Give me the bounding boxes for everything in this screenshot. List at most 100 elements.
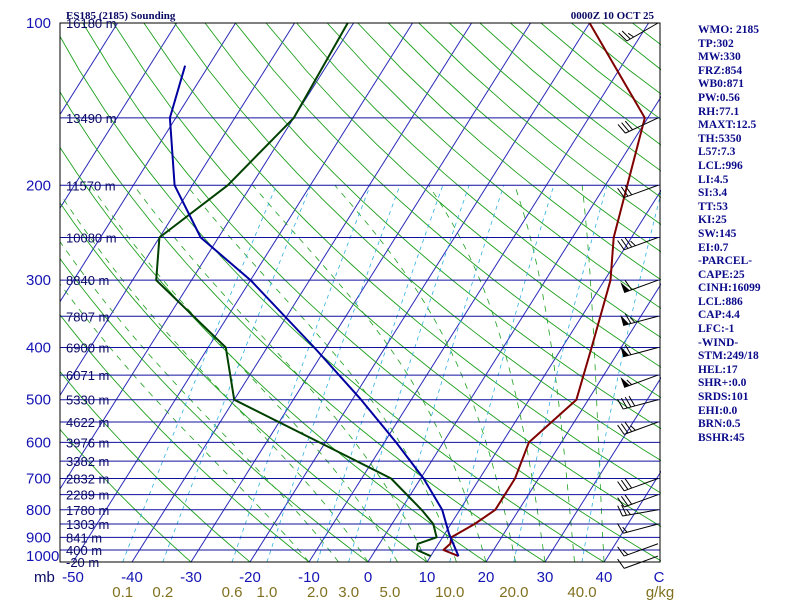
mixing-ratio-label: 20.0 <box>499 584 528 600</box>
mixing-ratio-label: 1.0 <box>257 584 278 600</box>
height-label: 2832 m <box>66 472 109 487</box>
wind-barb-feather <box>626 508 631 515</box>
isotherm-line <box>603 470 661 562</box>
height-label: 11570 m <box>66 178 116 193</box>
wind-barb-staff <box>624 184 659 199</box>
wind-barb-feather <box>620 423 629 434</box>
index-line: WB0:871 <box>698 78 744 91</box>
wind-barb-feather <box>617 124 626 134</box>
wind-barb <box>617 237 659 251</box>
wind-barb-feather <box>617 424 625 435</box>
wind-barb-feather <box>624 237 633 248</box>
wind-barb <box>617 543 659 557</box>
index-line: CAPE:25 <box>698 268 745 281</box>
wind-barb-feather <box>620 496 629 506</box>
wind-barb-staff <box>625 117 659 134</box>
index-line: STM:249/18 <box>698 350 759 363</box>
index-line: EI:0.7 <box>698 241 729 254</box>
wind-barb-pennant <box>620 282 630 293</box>
wind-barb <box>620 374 659 388</box>
chart-grid <box>60 23 661 562</box>
wind-barb-feather <box>624 280 633 291</box>
wind-barb-feather <box>628 395 636 407</box>
wind-barb-staff <box>624 543 659 557</box>
pressure-tick-label: 900 <box>26 529 51 546</box>
height-label: 16180 m <box>66 16 117 31</box>
wind-barb-feather <box>620 397 628 409</box>
height-label: 6071 m <box>66 368 109 383</box>
height-label: 8840 m <box>66 273 109 288</box>
mixing-ratio-line <box>348 185 470 562</box>
wind-barb <box>620 279 659 293</box>
wind-barb-pennant <box>620 346 630 357</box>
wind-barb-feather <box>617 398 624 410</box>
wind-barb-feather <box>629 317 636 323</box>
temperature-tick-label: 10 <box>419 569 436 586</box>
wind-barb-feather <box>624 494 633 505</box>
wind-barb-feather <box>626 379 633 386</box>
isotherm-line <box>60 23 236 303</box>
pressure-tick-label: 400 <box>26 340 51 357</box>
wind-barb-staff <box>623 523 659 534</box>
wind-barb <box>620 344 659 358</box>
pressure-tick-label: 200 <box>26 177 51 194</box>
wind-barb-staff <box>624 478 659 492</box>
wind-barb <box>618 22 659 42</box>
height-label: 13490 m <box>66 111 117 126</box>
index-line: EHI:0.0 <box>698 404 738 417</box>
index-line: SRDS:101 <box>698 391 749 404</box>
wind-barb-feather <box>617 505 623 517</box>
isotherm-line <box>249 23 590 562</box>
trace-temperature <box>442 23 646 558</box>
height-label: 841 m <box>66 530 102 545</box>
index-line: LCL:996 <box>698 159 743 172</box>
x-axis-unit-label: C <box>654 569 665 586</box>
temperature-tick-label: -20 <box>239 569 261 586</box>
wind-barb <box>617 184 659 199</box>
wind-barb <box>617 523 659 534</box>
index-line: BRN:0.5 <box>698 418 741 431</box>
moist-adiabat-line <box>60 193 369 562</box>
height-label: 400 m <box>66 543 102 558</box>
wind-barb-feather <box>624 478 633 489</box>
moist-adiabat-line <box>252 185 487 562</box>
wind-barb-feather <box>617 240 625 251</box>
index-line: SHR+:0.0 <box>698 377 747 390</box>
wind-barb-feather <box>627 32 635 38</box>
index-line: SW:145 <box>698 227 737 240</box>
mixing-ratio-label: 0.6 <box>222 584 243 600</box>
isotherm-line <box>308 23 649 562</box>
wind-barb-feather <box>630 425 636 431</box>
index-line: PW:0.56 <box>698 91 740 104</box>
mixing-ratio-unit-label: g/kg <box>646 584 674 600</box>
temperature-tick-label: 30 <box>537 569 554 586</box>
stability-indices-panel: WMO: 2185 TP:302 MW:330 FRZ:854 WB0:871 PW:0.… <box>698 24 798 445</box>
y-axis-unit-label: mb <box>34 569 55 586</box>
height-label: 3382 m <box>66 454 109 469</box>
isotherm-line <box>60 23 118 116</box>
index-line: MAXT:12.5 <box>698 119 757 132</box>
wind-barb <box>620 313 659 327</box>
height-label: 5330 m <box>66 393 109 408</box>
height-label: 2289 m <box>66 488 109 503</box>
mixing-ratio-label: 0.1 <box>112 584 133 600</box>
isotherm-line <box>60 23 295 397</box>
wind-barb <box>617 494 659 508</box>
wind-barb-feather <box>621 122 630 132</box>
wind-barb-feather <box>624 396 632 408</box>
wind-barb-staff <box>624 421 659 435</box>
pressure-tick-label: 800 <box>26 502 51 519</box>
temperature-tick-label: -50 <box>62 569 84 586</box>
index-line: FRZ:854 <box>698 64 743 77</box>
wind-barb <box>617 478 659 492</box>
height-label: 1780 m <box>66 503 109 518</box>
wind-barb-feather <box>624 344 632 356</box>
wind-barb-feather <box>617 546 625 557</box>
temperature-tick-label: -10 <box>298 569 320 586</box>
wind-barb-pennant <box>620 377 630 388</box>
wind-barb-feather <box>622 549 629 556</box>
wind-barb-feather <box>624 120 634 131</box>
mixing-ratio-label: 40.0 <box>567 584 596 600</box>
